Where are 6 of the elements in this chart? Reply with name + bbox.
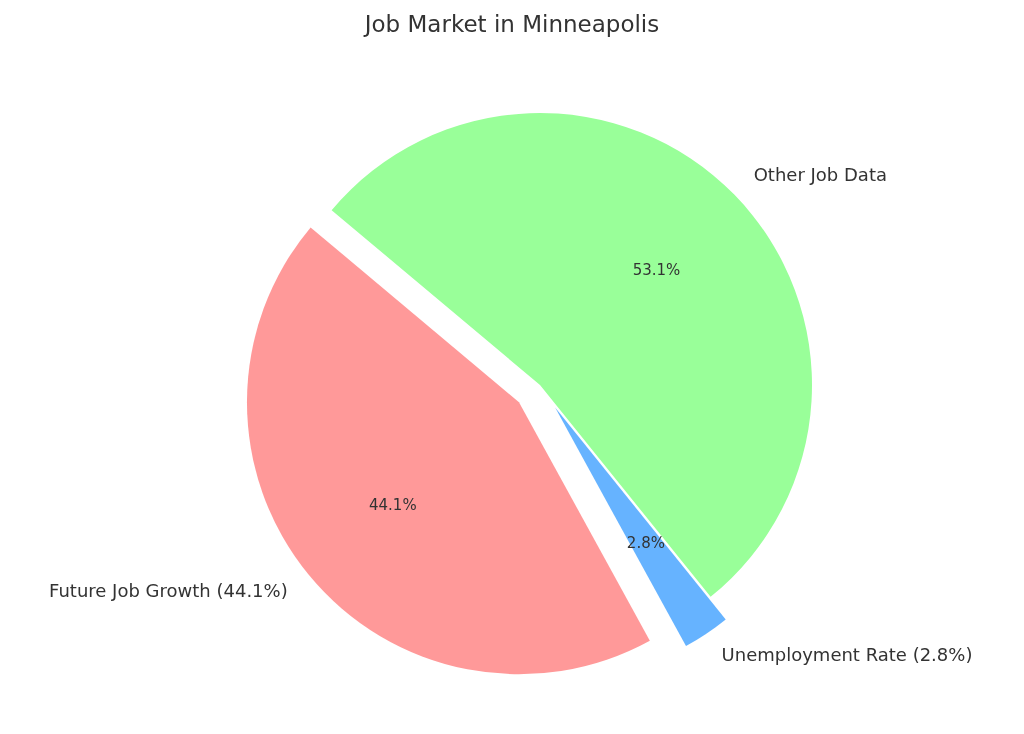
slice-label: Future Job Growth (44.1%) [49, 580, 288, 602]
slice-label: Other Job Data [753, 163, 887, 185]
slice-label: Unemployment Rate (2.8%) [721, 644, 973, 666]
data-label: 44.1% [369, 496, 417, 515]
chart-title: Job Market in Minneapolis [362, 11, 660, 37]
data-label: 53.1% [632, 261, 681, 280]
